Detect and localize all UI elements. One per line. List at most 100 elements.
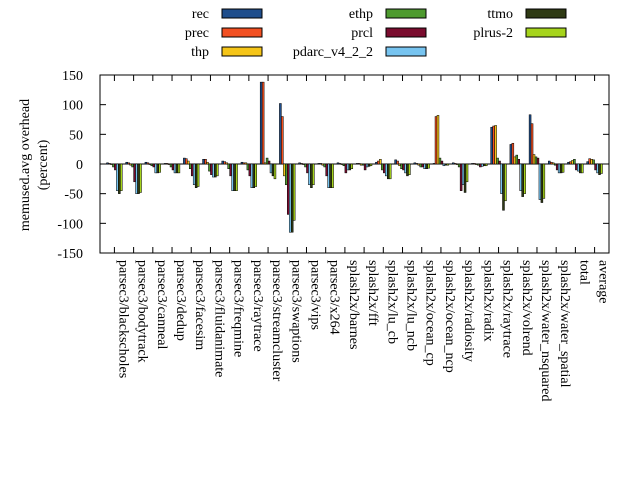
legend-swatch bbox=[385, 27, 427, 38]
bar-plrus-2-24 bbox=[581, 163, 584, 174]
x-tick-label: splash2x/water_nsquared bbox=[538, 260, 553, 402]
y-axis-title-line-2: (percent) bbox=[36, 139, 51, 190]
x-tick-label: splash2x/barnes bbox=[346, 260, 361, 349]
bar-ethp-6 bbox=[227, 163, 230, 169]
bar-rec-10 bbox=[298, 162, 301, 165]
x-tick-label: total bbox=[576, 260, 591, 285]
bar-rec-15 bbox=[394, 159, 397, 165]
bar-prcl-20 bbox=[498, 160, 501, 165]
bar-prcl-1 bbox=[133, 163, 136, 183]
bar-ttmo-8 bbox=[271, 163, 275, 177]
bar-rec-11 bbox=[317, 163, 321, 165]
bar-prec-14 bbox=[377, 160, 380, 165]
legend-swatch bbox=[525, 27, 567, 38]
bar-prcl-0 bbox=[114, 163, 117, 171]
bar-prec-10 bbox=[300, 163, 303, 165]
x-tick-label: parsec3/bodytrack bbox=[135, 260, 150, 363]
bar-prcl-11 bbox=[325, 163, 328, 177]
bar-rec-24 bbox=[567, 161, 570, 165]
y-tick-label: 0 bbox=[76, 158, 83, 173]
x-tick-label: splash2x/raytrace bbox=[500, 260, 515, 358]
bar-prec-19 bbox=[473, 163, 476, 165]
bar-ttmo-11 bbox=[329, 163, 332, 188]
bar-rec-25 bbox=[586, 161, 589, 165]
bar-ttmo-23 bbox=[559, 163, 563, 174]
bar-prcl-4 bbox=[190, 163, 194, 177]
bar-ttmo-1 bbox=[137, 163, 140, 194]
y-tick-label: 150 bbox=[62, 69, 83, 84]
legend-entry-prec: prec bbox=[185, 26, 263, 41]
bar-pdarc_v4_2_2-4 bbox=[192, 163, 196, 186]
bar-ttmo-16 bbox=[425, 163, 428, 169]
bar-pdarc_v4_2_2-24 bbox=[577, 163, 580, 172]
bar-prcl-17 bbox=[440, 160, 444, 165]
bar-thp-21 bbox=[513, 156, 517, 165]
bar-rec-19 bbox=[471, 163, 474, 165]
bar-plrus-2-13 bbox=[369, 163, 373, 167]
bar-plrus-2-11 bbox=[331, 163, 334, 188]
bar-ethp-23 bbox=[553, 163, 557, 166]
bar-rec-0 bbox=[106, 162, 109, 165]
bar-ethp-17 bbox=[438, 157, 442, 165]
legend-entry-thp: thp bbox=[191, 45, 263, 60]
bar-plrus-2-25 bbox=[600, 163, 603, 174]
bar-ttmo-22 bbox=[540, 163, 544, 203]
bar-ethp-4 bbox=[189, 163, 192, 169]
x-tick-label: average bbox=[596, 260, 611, 304]
x-tick-label: splash2x/fft bbox=[365, 260, 380, 326]
x-tick-label: splash2x/volrend bbox=[519, 260, 534, 356]
x-tick-label: splash2x/radiosity bbox=[461, 260, 476, 362]
bar-thp-7 bbox=[244, 162, 248, 165]
bar-ttmo-20 bbox=[502, 163, 505, 211]
bar-pdarc_v4_2_2-11 bbox=[327, 163, 330, 188]
bar-thp-16 bbox=[417, 163, 421, 166]
bar-ttmo-2 bbox=[156, 163, 159, 174]
bar-prcl-16 bbox=[421, 163, 424, 168]
bar-prec-8 bbox=[261, 81, 265, 165]
x-tick-label: splash2x/radix bbox=[480, 260, 495, 342]
bar-pdarc_v4_2_2-0 bbox=[116, 163, 119, 191]
bar-prcl-13 bbox=[363, 163, 367, 171]
bar-prec-17 bbox=[434, 116, 438, 165]
bar-ttmo-3 bbox=[175, 163, 179, 174]
bar-prec-20 bbox=[492, 125, 495, 165]
bar-prcl-23 bbox=[555, 163, 559, 171]
bar-thp-17 bbox=[436, 115, 440, 165]
x-tick-label: parsec3/swaptions bbox=[288, 260, 303, 363]
bar-prcl-14 bbox=[383, 163, 386, 174]
bar-ethp-14 bbox=[381, 163, 384, 171]
bar-thp-10 bbox=[302, 163, 305, 165]
bar-rec-18 bbox=[452, 162, 455, 165]
bar-prec-15 bbox=[396, 160, 399, 165]
bar-ethp-0 bbox=[112, 163, 115, 168]
bar-pdarc_v4_2_2-10 bbox=[308, 163, 311, 186]
bar-plrus-2-12 bbox=[350, 163, 354, 169]
bar-pdarc_v4_2_2-16 bbox=[423, 163, 426, 169]
bar-ttmo-6 bbox=[233, 163, 236, 191]
bar-ethp-24 bbox=[573, 159, 576, 165]
x-tick-label: parsec3/canneal bbox=[154, 260, 169, 349]
bar-prcl-10 bbox=[306, 163, 309, 174]
bar-ethp-12 bbox=[342, 163, 346, 167]
bar-plrus-2-22 bbox=[542, 163, 546, 199]
bar-ethp-8 bbox=[265, 157, 269, 165]
x-tick-label: parsec3/vips bbox=[307, 260, 322, 330]
bar-rec-12 bbox=[336, 162, 340, 165]
legend-entry-plrus-2: plrus-2 bbox=[473, 26, 567, 41]
bar-plrus-2-14 bbox=[388, 163, 392, 180]
bar-ttmo-12 bbox=[348, 163, 352, 171]
bar-ethp-7 bbox=[246, 163, 250, 171]
bar-thp-14 bbox=[379, 159, 382, 165]
bar-plrus-2-20 bbox=[504, 163, 507, 202]
bar-thp-25 bbox=[590, 159, 593, 165]
bar-prcl-19 bbox=[479, 163, 482, 168]
bar-prcl-25 bbox=[594, 163, 597, 171]
bar-rec-7 bbox=[240, 161, 244, 165]
x-tick-label: parsec3/blackscholes bbox=[115, 260, 130, 378]
bar-prcl-5 bbox=[210, 163, 213, 175]
bar-prec-25 bbox=[588, 158, 591, 165]
bar-pdarc_v4_2_2-13 bbox=[365, 163, 369, 168]
bar-ethp-10 bbox=[304, 163, 307, 168]
x-tick-label: splash2x/lu_ncb bbox=[404, 260, 419, 351]
